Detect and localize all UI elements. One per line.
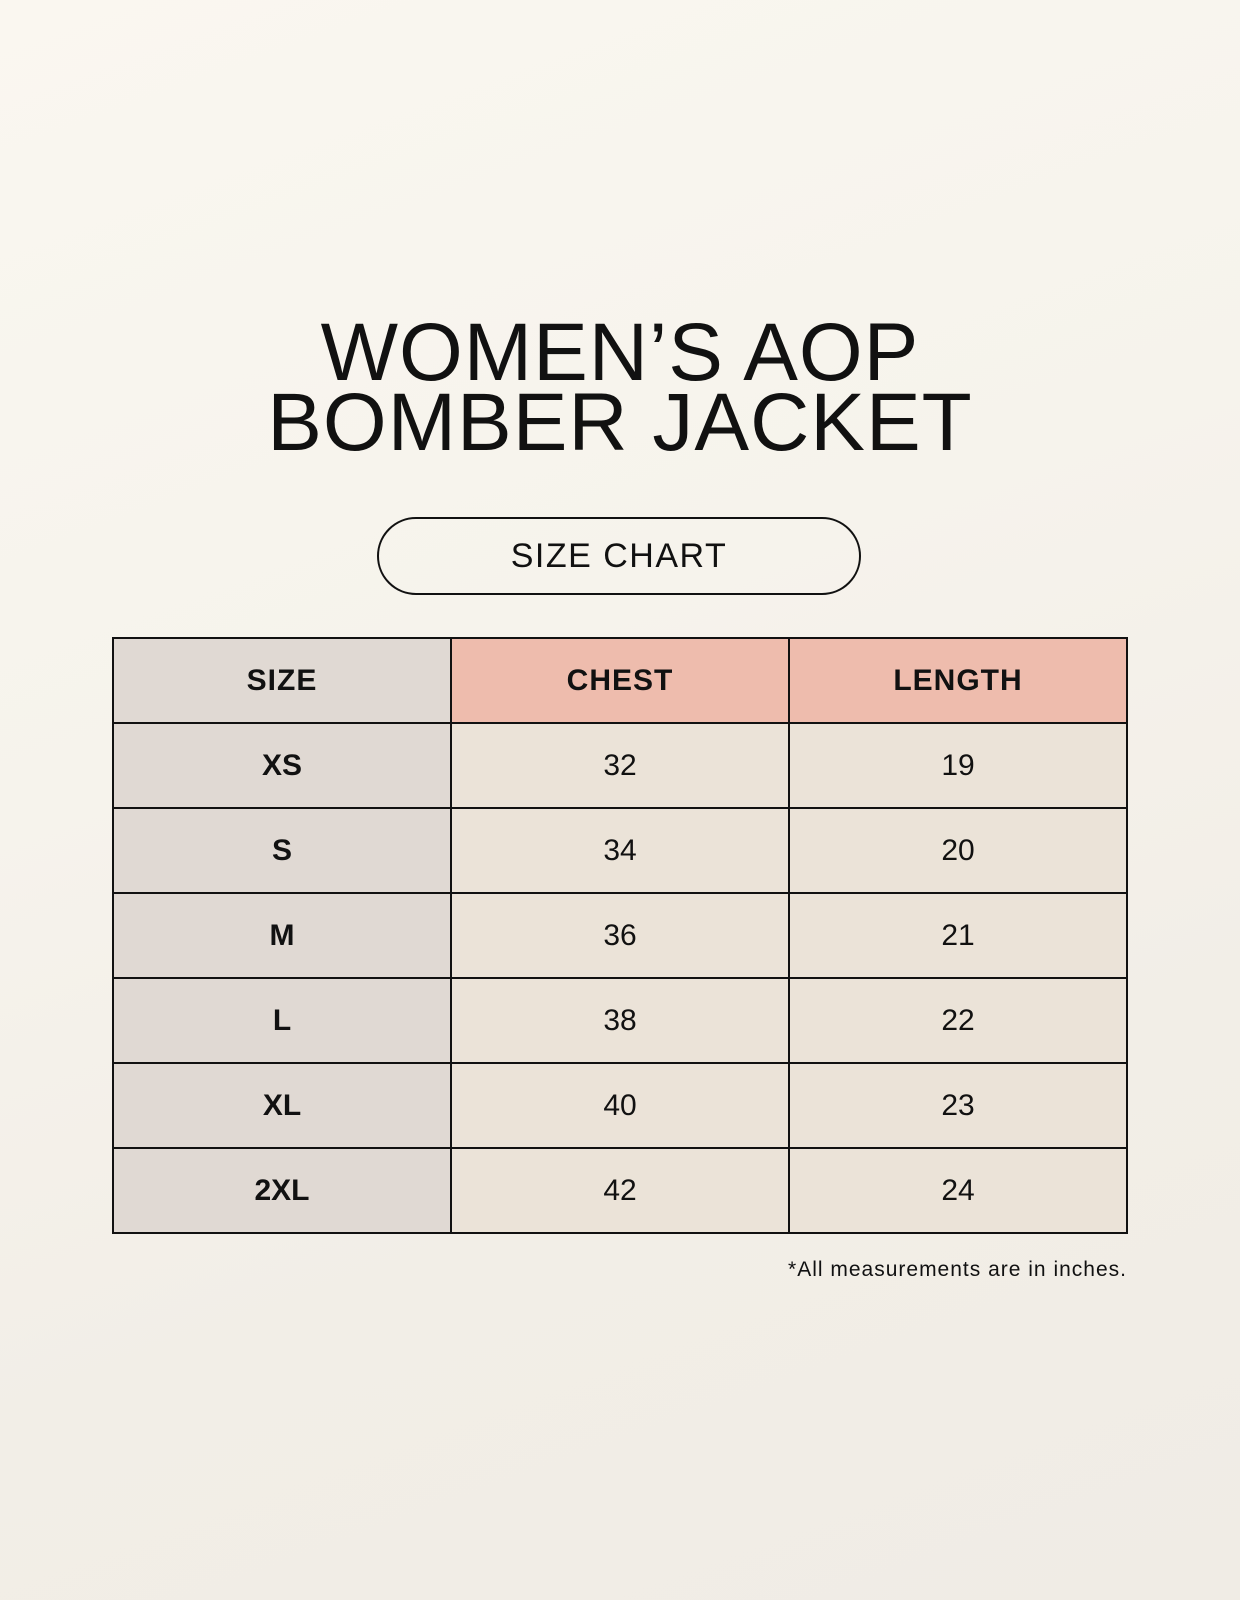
header-chest: CHEST: [450, 637, 790, 724]
cell-size: 2XL: [112, 1147, 452, 1234]
table-row: L 38 22: [112, 977, 1128, 1064]
table-header-row: SIZE CHEST LENGTH: [112, 637, 1128, 724]
title-line-2: BOMBER JACKET: [267, 377, 973, 468]
table-row: 2XL 42 24: [112, 1147, 1128, 1234]
cell-length: 19: [788, 722, 1128, 809]
size-table: SIZE CHEST LENGTH XS 32 19 S 34 20 M 36 21 L 38 22 X…: [112, 637, 1128, 1234]
cell-chest: 32: [450, 722, 790, 809]
cell-size: M: [112, 892, 452, 979]
cell-length: 22: [788, 977, 1128, 1064]
title-line-1: WOMEN’S AOP: [320, 307, 920, 398]
cell-chest: 34: [450, 807, 790, 894]
table-row: M 36 21: [112, 892, 1128, 979]
cell-length: 24: [788, 1147, 1128, 1234]
cell-chest: 36: [450, 892, 790, 979]
header-size: SIZE: [112, 637, 452, 724]
footnote: *All measurements are in inches.: [788, 1258, 1127, 1281]
cell-size: XS: [112, 722, 452, 809]
page-title: WOMEN’S AOP BOMBER JACKET: [0, 307, 1240, 468]
cell-size: S: [112, 807, 452, 894]
size-chart-label: SIZE CHART: [377, 517, 861, 595]
table-row: S 34 20: [112, 807, 1128, 894]
cell-chest: 40: [450, 1062, 790, 1149]
table-row: XS 32 19: [112, 722, 1128, 809]
table-row: XL 40 23: [112, 1062, 1128, 1149]
cell-length: 23: [788, 1062, 1128, 1149]
cell-length: 20: [788, 807, 1128, 894]
cell-size: L: [112, 977, 452, 1064]
cell-size: XL: [112, 1062, 452, 1149]
cell-length: 21: [788, 892, 1128, 979]
cell-chest: 38: [450, 977, 790, 1064]
cell-chest: 42: [450, 1147, 790, 1234]
header-length: LENGTH: [788, 637, 1128, 724]
